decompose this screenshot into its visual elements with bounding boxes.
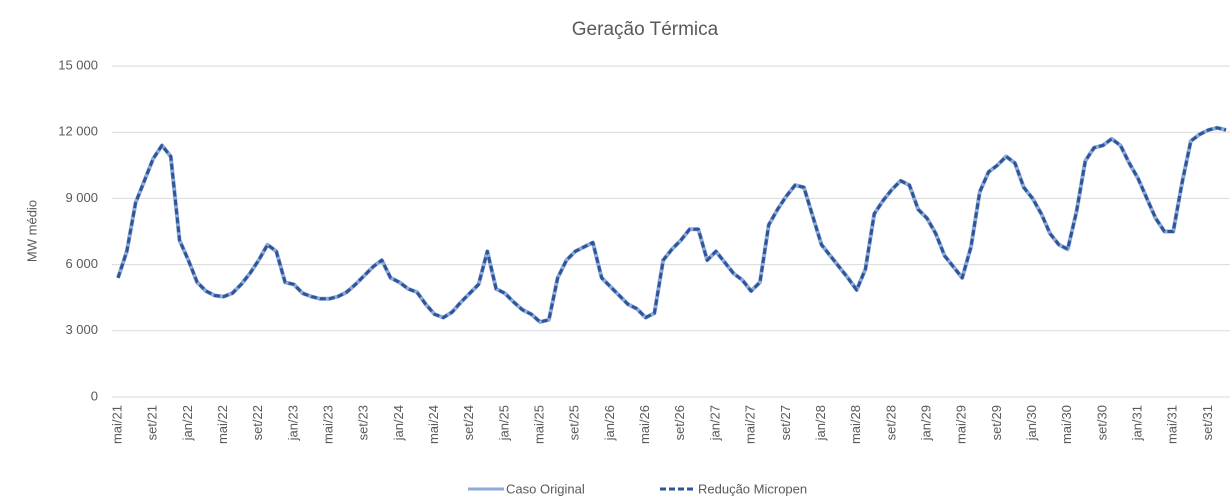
x-tick-label: set/30 xyxy=(1094,405,1109,440)
x-tick-label: set/29 xyxy=(989,405,1004,440)
legend-label: Caso Original xyxy=(506,481,585,496)
x-tick-label: jan/30 xyxy=(1024,405,1039,441)
x-tick-label: mai/26 xyxy=(637,405,652,444)
x-tick-label: mai/28 xyxy=(848,405,863,444)
x-tick-label: set/25 xyxy=(567,405,582,440)
x-tick-label: jan/24 xyxy=(391,405,406,441)
x-tick-label: set/23 xyxy=(356,405,371,440)
y-tick-label: 12 000 xyxy=(58,124,98,139)
x-tick-label: jan/26 xyxy=(602,405,617,441)
x-tick-label: mai/25 xyxy=(532,405,547,444)
x-tick-label: mai/30 xyxy=(1059,405,1074,444)
y-axis-label: MW médio xyxy=(24,200,39,262)
series-line xyxy=(116,126,1227,324)
y-tick-label: 3 000 xyxy=(65,322,98,337)
x-tick-label: mai/24 xyxy=(426,405,441,444)
x-tick-label: jan/22 xyxy=(180,405,195,441)
x-tick-label: mai/22 xyxy=(215,405,230,444)
series-line xyxy=(116,125,1227,324)
x-tick-label: jan/28 xyxy=(813,405,828,441)
y-tick-label: 0 xyxy=(91,388,98,403)
x-tick-label: mai/31 xyxy=(1165,405,1180,444)
x-tick-label: set/27 xyxy=(778,405,793,440)
x-tick-label: set/31 xyxy=(1200,405,1215,440)
y-tick-label: 15 000 xyxy=(58,57,98,72)
x-tick-label: jan/31 xyxy=(1130,405,1145,441)
x-tick-label: set/26 xyxy=(672,405,687,440)
y-tick-label: 6 000 xyxy=(65,256,98,271)
y-tick-label: 9 000 xyxy=(65,190,98,205)
x-tick-label: mai/23 xyxy=(320,405,335,444)
x-tick-label: set/24 xyxy=(461,405,476,440)
x-tick-label: set/22 xyxy=(250,405,265,440)
x-tick-label: jan/25 xyxy=(496,405,511,441)
legend-label: Redução Micropen xyxy=(698,481,807,496)
x-tick-label: mai/27 xyxy=(743,405,758,444)
x-tick-label: mai/29 xyxy=(954,405,969,444)
x-tick-label: jan/27 xyxy=(707,405,722,441)
x-tick-label: set/28 xyxy=(883,405,898,440)
chart-title: Geração Térmica xyxy=(572,19,719,40)
x-tick-label: set/21 xyxy=(145,405,160,440)
x-tick-label: jan/29 xyxy=(918,405,933,441)
x-tick-label: jan/23 xyxy=(285,405,300,441)
x-tick-label: mai/21 xyxy=(109,405,124,444)
